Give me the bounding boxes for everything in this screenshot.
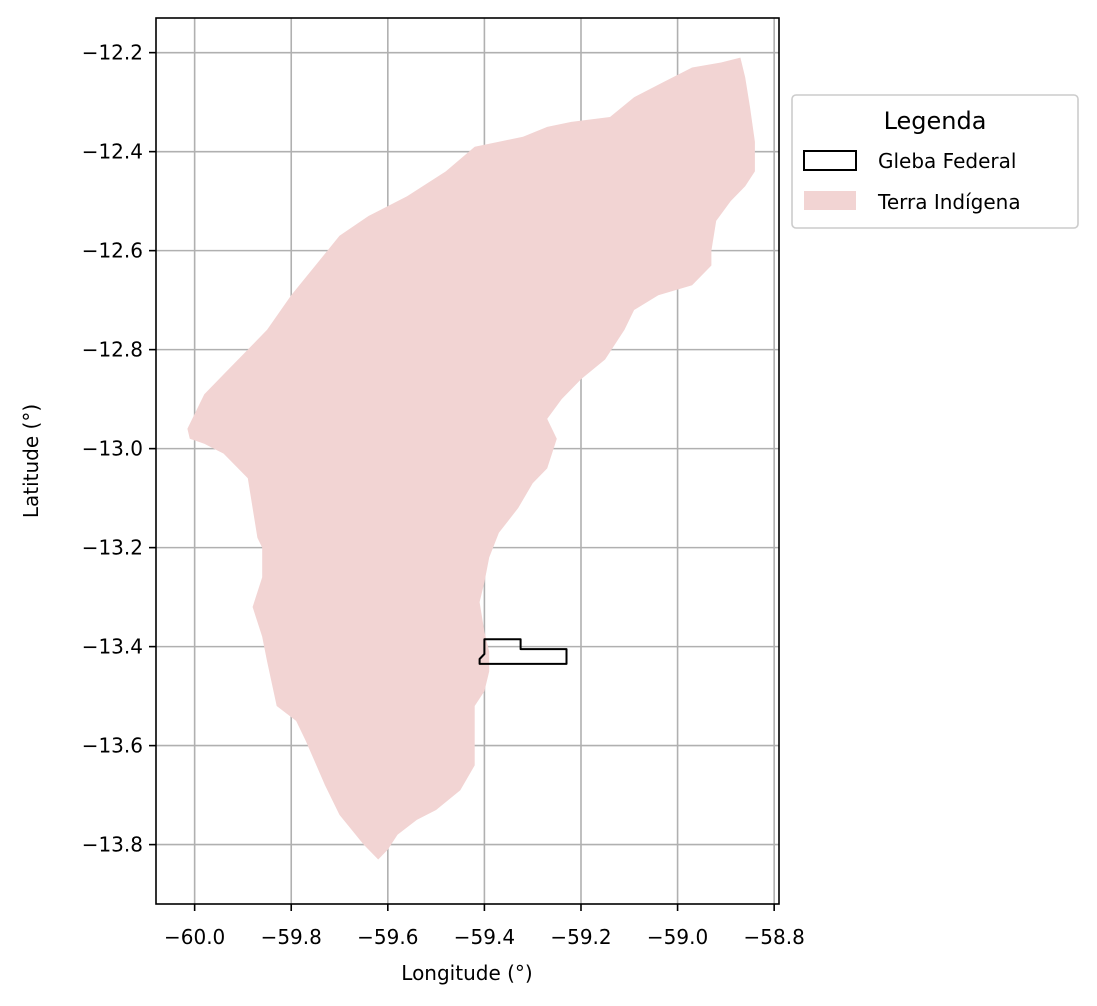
legend-label-gleba-federal: Gleba Federal [878,149,1016,173]
y-axis-ticks: −12.2 −12.4 −12.6 −12.8 −13.0 −13.2 −13.4 −13.6… [82,41,156,857]
polygon-terra-indigena [187,57,755,860]
legend-label-terra-indigena: Terra Indígena [877,190,1021,214]
x-tick-label: −59.8 [261,925,322,949]
polygon-gleba-federal [478,638,568,665]
y-tick-label: −13.0 [82,437,143,461]
legend: Legenda Gleba Federal Terra Indígena [791,94,1079,229]
x-tick-label: −59.4 [454,925,515,949]
x-tick-label: −59.0 [647,925,708,949]
x-axis-label: Longitude (°) [401,961,532,985]
x-tick-label: −59.6 [357,925,418,949]
x-tick-label: −58.8 [744,925,805,949]
y-tick-label: −12.8 [82,338,143,362]
x-axis-ticks: −60.0 −59.8 −59.6 −59.4 −59.2 −59.0 −58.8 [164,904,805,949]
y-tick-label: −13.6 [82,734,143,758]
y-tick-label: −13.4 [82,635,143,659]
legend-frame [791,94,1079,229]
y-tick-label: −12.6 [82,239,143,263]
legend-swatch-terra-indigena [804,191,856,210]
y-axis-label: Latitude (°) [19,404,43,518]
y-tick-label: −13.2 [82,536,143,560]
map-layers [187,57,755,860]
y-tick-label: −12.4 [82,140,143,164]
x-tick-label: −59.2 [550,925,611,949]
legend-swatch-gleba-federal [803,150,857,171]
x-tick-label: −60.0 [164,925,225,949]
y-tick-label: −13.8 [82,833,143,857]
legend-title: Legenda [884,107,987,135]
plot-frame [155,17,780,905]
y-tick-label: −12.2 [82,41,143,65]
